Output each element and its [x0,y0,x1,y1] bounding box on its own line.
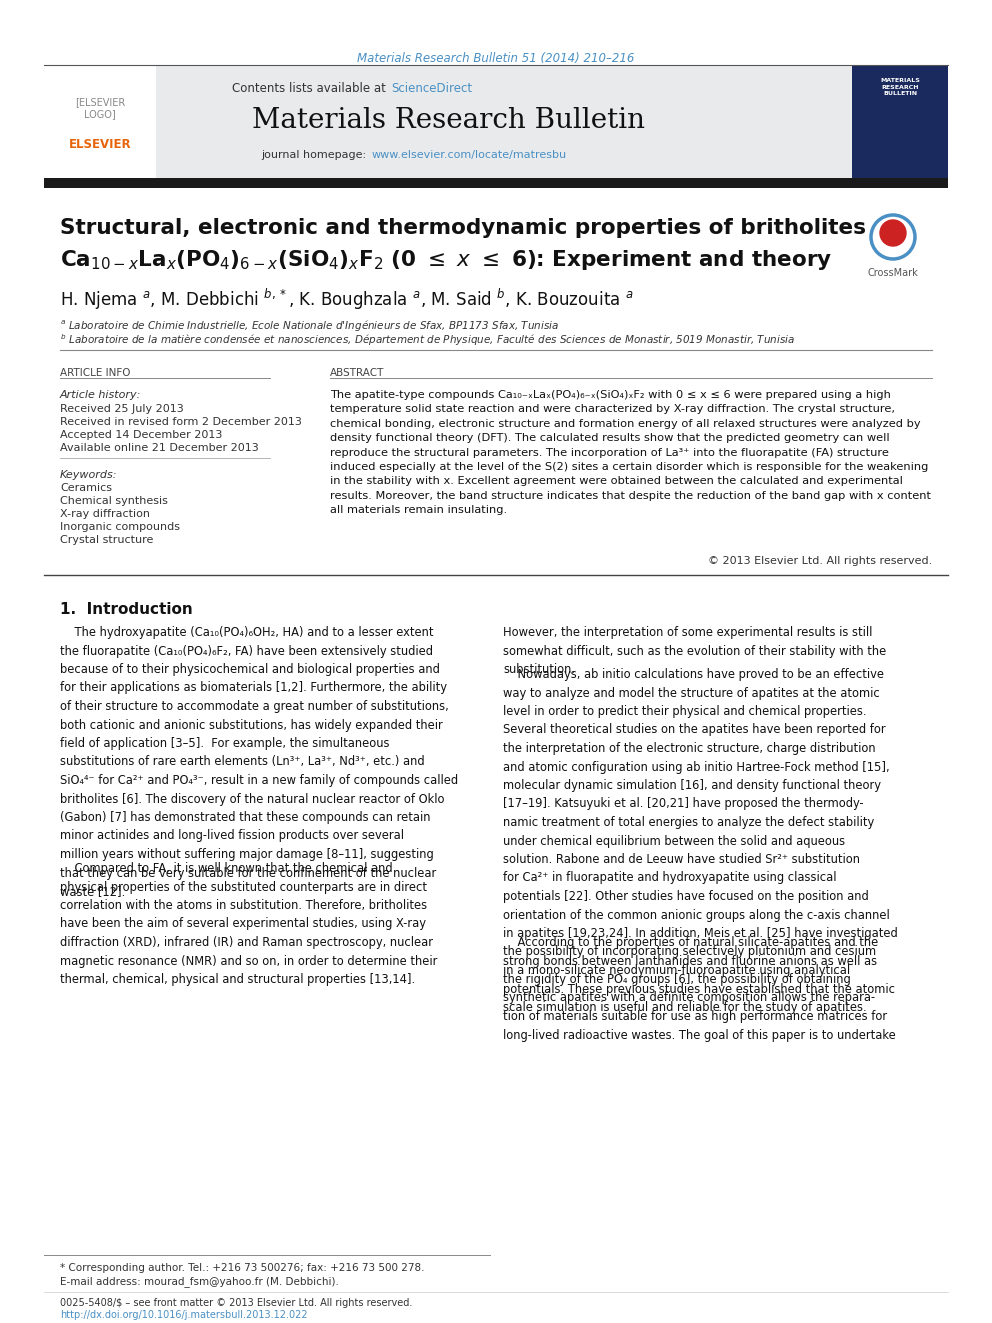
Text: E-mail address: mourad_fsm@yahoo.fr (M. Debbichi).: E-mail address: mourad_fsm@yahoo.fr (M. … [60,1275,339,1287]
Text: MATERIALS
RESEARCH
BULLETIN: MATERIALS RESEARCH BULLETIN [880,78,920,97]
Text: Structural, electronic and thermodynamic properties of britholites: Structural, electronic and thermodynamic… [60,218,866,238]
Text: Keywords:: Keywords: [60,470,117,480]
Text: According to the properties of natural silicate-apatites and the
strong bonds be: According to the properties of natural s… [503,935,896,1041]
Text: Available online 21 December 2013: Available online 21 December 2013 [60,443,259,452]
Text: www.elsevier.com/locate/matresbu: www.elsevier.com/locate/matresbu [372,149,567,160]
Text: ELSEVIER: ELSEVIER [68,138,131,151]
Text: http://dx.doi.org/10.1016/j.matersbull.2013.12.022: http://dx.doi.org/10.1016/j.matersbull.2… [60,1310,308,1320]
Text: Inorganic compounds: Inorganic compounds [60,523,180,532]
Text: ScienceDirect: ScienceDirect [391,82,472,95]
Text: Article history:: Article history: [60,390,142,400]
Text: Materials Research Bulletin: Materials Research Bulletin [252,107,645,134]
Text: CrossMark: CrossMark [868,269,919,278]
Text: Materials Research Bulletin 51 (2014) 210–216: Materials Research Bulletin 51 (2014) 21… [357,52,635,65]
Text: © 2013 Elsevier Ltd. All rights reserved.: © 2013 Elsevier Ltd. All rights reserved… [707,556,932,566]
Text: * Corresponding author. Tel.: +216 73 500276; fax: +216 73 500 278.: * Corresponding author. Tel.: +216 73 50… [60,1263,425,1273]
Text: ABSTRACT: ABSTRACT [330,368,384,378]
Text: [ELSEVIER
LOGO]: [ELSEVIER LOGO] [74,97,125,119]
Text: H. Njema $^a$, M. Debbichi $^{b,*}$, K. Boughzala $^a$, M. Said $^b$, K. Bouzoui: H. Njema $^a$, M. Debbichi $^{b,*}$, K. … [60,287,634,312]
Text: 0025-5408/$ – see front matter © 2013 Elsevier Ltd. All rights reserved.: 0025-5408/$ – see front matter © 2013 El… [60,1298,413,1308]
Text: Received 25 July 2013: Received 25 July 2013 [60,404,184,414]
Text: Contents lists available at: Contents lists available at [232,82,390,95]
Text: Ca$_{10-x}$La$_x$(PO$_4$)$_{6-x}$(SiO$_4$)$_x$F$_2$ (0 $\leq$ $x$ $\leq$ 6): Exp: Ca$_{10-x}$La$_x$(PO$_4$)$_{6-x}$(SiO$_4… [60,247,832,273]
Text: Compared to FA, it is well known that the chemical and
physical properties of th: Compared to FA, it is well known that th… [60,863,437,986]
FancyBboxPatch shape [44,179,948,188]
FancyBboxPatch shape [44,65,156,179]
FancyBboxPatch shape [852,65,948,179]
Text: However, the interpretation of some experimental results is still
somewhat diffi: However, the interpretation of some expe… [503,626,886,676]
Text: $^b$ Laboratoire de la matière condensée et nanosciences, Département de Physiqu: $^b$ Laboratoire de la matière condensée… [60,332,796,348]
Text: Received in revised form 2 December 2013: Received in revised form 2 December 2013 [60,417,302,427]
Text: Accepted 14 December 2013: Accepted 14 December 2013 [60,430,222,441]
Text: journal homepage:: journal homepage: [261,149,370,160]
FancyBboxPatch shape [44,65,852,179]
Text: Nowadays, ab initio calculations have proved to be an effective
way to analyze a: Nowadays, ab initio calculations have pr… [503,668,898,1013]
Text: The hydroxyapatite (Ca₁₀(PO₄)₆OH₂, HA) and to a lesser extent
the fluorapatite (: The hydroxyapatite (Ca₁₀(PO₄)₆OH₂, HA) a… [60,626,458,898]
Text: The apatite-type compounds Ca₁₀₋ₓLaₓ(PO₄)₆₋ₓ(SiO₄)ₓF₂ with 0 ≤ x ≤ 6 were prepar: The apatite-type compounds Ca₁₀₋ₓLaₓ(PO₄… [330,390,931,515]
Circle shape [880,220,906,246]
Text: Chemical synthesis: Chemical synthesis [60,496,168,505]
Text: ARTICLE INFO: ARTICLE INFO [60,368,131,378]
Text: Ceramics: Ceramics [60,483,112,493]
Text: 1.  Introduction: 1. Introduction [60,602,192,617]
Text: $^a$ Laboratoire de Chimie Industrielle, Ecole Nationale d'Ingénieurs de Sfax, B: $^a$ Laboratoire de Chimie Industrielle,… [60,318,559,333]
Text: X-ray diffraction: X-ray diffraction [60,509,150,519]
Text: Crystal structure: Crystal structure [60,534,154,545]
